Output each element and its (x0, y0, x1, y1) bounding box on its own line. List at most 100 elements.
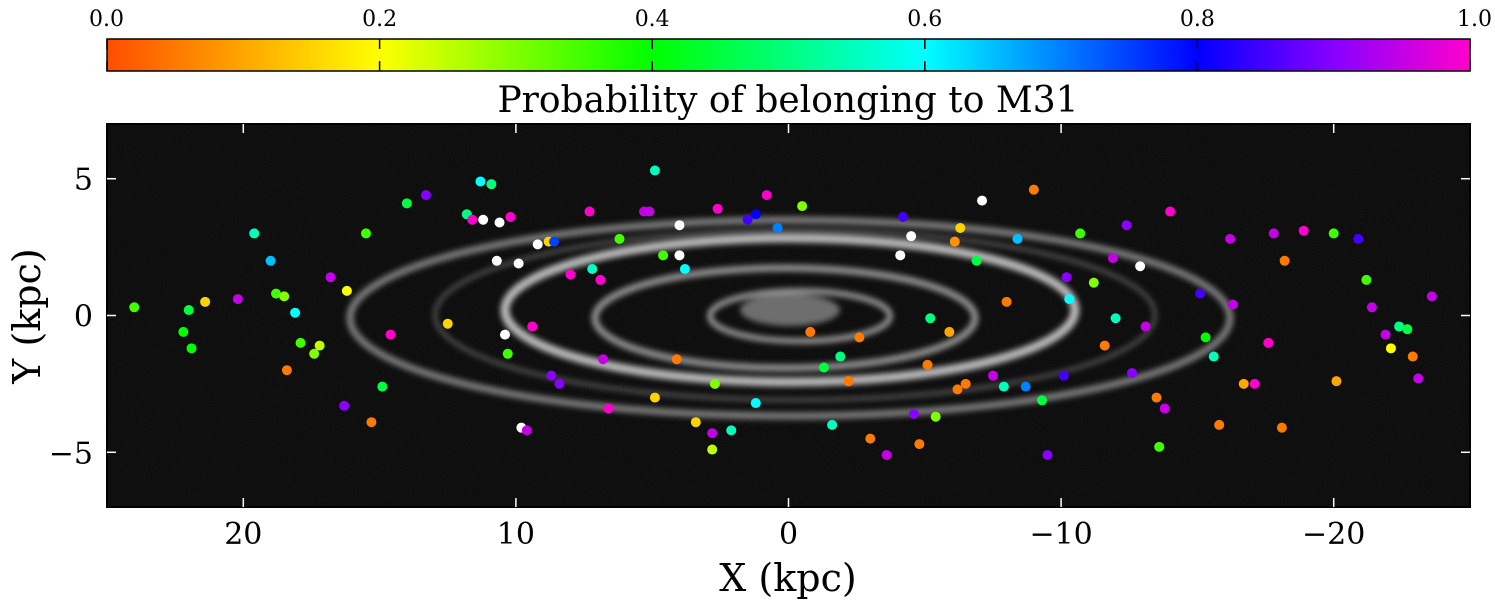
colorbar-tick-label: 0.8 (1180, 7, 1215, 32)
data-point (1407, 351, 1418, 362)
data-point (750, 398, 761, 409)
data-point (499, 329, 510, 340)
x-tick-label: 10 (497, 517, 535, 552)
x-tick-label: 0 (779, 517, 798, 552)
data-point (649, 392, 660, 403)
data-point (925, 313, 936, 324)
y-tick-label: 0 (74, 300, 93, 335)
data-point (977, 195, 988, 206)
data-point (709, 378, 720, 389)
data-point (818, 362, 829, 373)
data-point (1402, 324, 1413, 335)
data-point (1121, 220, 1132, 231)
data-point (1064, 294, 1075, 305)
data-point (854, 332, 865, 343)
colorbar-tick-label: 1.0 (1457, 7, 1492, 32)
data-point (1058, 370, 1069, 381)
colorbar-gradient (106, 38, 1471, 72)
data-point (178, 326, 189, 337)
data-point (603, 403, 614, 414)
colorbar-tick-label: 0.0 (89, 7, 124, 32)
data-point (1263, 337, 1274, 348)
data-point (750, 209, 761, 220)
data-point (897, 212, 908, 223)
y-tick-label: −5 (49, 436, 93, 471)
data-point (797, 201, 808, 212)
data-point (1227, 299, 1238, 310)
data-point (587, 263, 598, 274)
data-point (1042, 450, 1053, 461)
data-point (1426, 291, 1437, 302)
data-point (502, 348, 513, 359)
data-point (881, 450, 892, 461)
data-point (1249, 378, 1260, 389)
data-point (339, 400, 350, 411)
data-point (843, 376, 854, 387)
data-point (1361, 274, 1372, 285)
data-point (674, 250, 685, 261)
data-point (279, 291, 290, 302)
data-point (1208, 351, 1219, 362)
data-point (325, 272, 336, 283)
data-point (960, 378, 971, 389)
data-point (1331, 376, 1342, 387)
data-point (494, 217, 505, 228)
data-point (906, 231, 917, 242)
x-axis-label: X (kpc) (719, 556, 856, 600)
data-point (1154, 441, 1165, 452)
data-point (949, 236, 960, 247)
data-point (1075, 228, 1086, 239)
data-point (671, 354, 682, 365)
data-point (1214, 419, 1225, 430)
data-point (513, 258, 524, 269)
data-point (1279, 255, 1290, 266)
data-point (521, 425, 532, 436)
data-point (565, 269, 576, 280)
data-point (895, 250, 906, 261)
data-point (922, 359, 933, 370)
data-point (290, 307, 301, 318)
data-point (1028, 184, 1039, 195)
data-point (658, 250, 669, 261)
data-point (998, 381, 1009, 392)
data-point (865, 433, 876, 444)
data-point (281, 365, 292, 376)
data-point (1366, 302, 1377, 313)
data-point (475, 176, 486, 187)
data-point (1268, 228, 1279, 239)
colorbar-tick-labels: 0.0 0.2 0.4 0.6 0.8 1.0 (89, 7, 1492, 32)
data-point (1012, 233, 1023, 244)
colorbar-tick-label: 0.2 (362, 7, 397, 32)
data-point (491, 255, 502, 266)
colorbar-tick-label: 0.6 (907, 7, 942, 32)
data-point (1238, 378, 1249, 389)
data-point (649, 165, 660, 176)
data-point (1061, 272, 1072, 283)
y-tick-labels: 5 0 −5 (49, 163, 93, 472)
data-point (1276, 422, 1287, 433)
colorbar-label: Probability of belonging to M31 (497, 80, 1078, 121)
data-point (1099, 340, 1110, 351)
data-point (385, 329, 396, 340)
axis-ticks (107, 124, 1470, 507)
data-point (679, 263, 690, 274)
data-point (707, 444, 718, 455)
x-tick-label: −20 (1302, 517, 1365, 552)
data-point (1385, 343, 1396, 354)
data-point (467, 214, 478, 225)
data-point (742, 214, 753, 225)
data-point (772, 222, 783, 233)
data-point (1140, 321, 1151, 332)
data-point (944, 326, 955, 337)
data-point (249, 228, 260, 239)
y-axis-label: Y (kpc) (5, 248, 49, 384)
data-point (486, 179, 497, 190)
data-point (598, 354, 609, 365)
data-point (554, 378, 565, 389)
data-point (341, 285, 352, 296)
data-point (377, 381, 388, 392)
data-point (186, 343, 197, 354)
data-point (952, 384, 963, 395)
scatter-points (129, 165, 1437, 461)
data-point (614, 233, 625, 244)
